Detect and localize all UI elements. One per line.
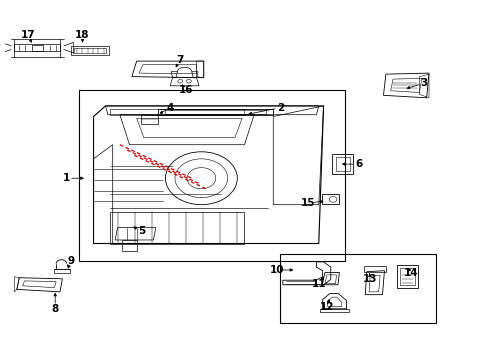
Text: 16: 16: [179, 85, 193, 95]
Text: 17: 17: [20, 30, 35, 40]
Text: 10: 10: [269, 265, 284, 275]
Text: 6: 6: [354, 159, 362, 169]
Bar: [331, 154, 352, 174]
Bar: [396, 265, 417, 288]
Bar: [399, 268, 414, 285]
Bar: [322, 194, 339, 204]
Text: 13: 13: [363, 274, 377, 284]
Text: 12: 12: [319, 302, 333, 312]
Text: 4: 4: [166, 103, 174, 113]
Bar: [79, 90, 345, 261]
Text: 2: 2: [276, 103, 284, 113]
Bar: [335, 157, 349, 171]
Text: 8: 8: [51, 304, 59, 314]
Text: 11: 11: [311, 279, 325, 289]
Text: 3: 3: [420, 78, 427, 88]
Text: 15: 15: [301, 198, 315, 208]
Text: 14: 14: [403, 269, 418, 279]
Text: 1: 1: [62, 173, 70, 183]
Text: 9: 9: [67, 256, 75, 266]
Text: 5: 5: [138, 226, 145, 236]
Text: 18: 18: [75, 30, 90, 40]
Bar: [280, 254, 435, 323]
Text: 7: 7: [176, 55, 183, 65]
